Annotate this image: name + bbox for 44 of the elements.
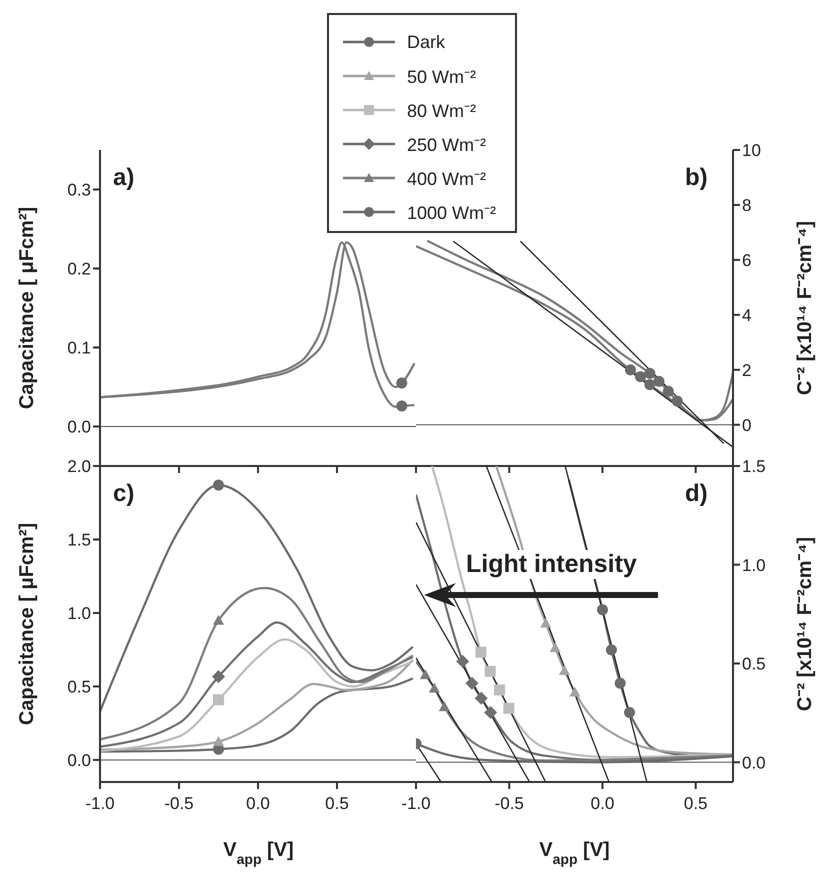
y-tick-label: 1.5 — [742, 457, 766, 476]
x-axis-title: V$_{app}$ [V] — [223, 839, 294, 867]
y-tick-label: 4 — [742, 306, 752, 325]
y-tick-label: 0.3 — [67, 180, 91, 200]
x-tick-label: -1.0 — [85, 794, 115, 814]
legend-label: Dark — [407, 32, 446, 52]
y-tick-label: 1.0 — [742, 556, 766, 575]
y-axis-title: Capacitance [ μFcm²] — [16, 206, 38, 410]
y-tick-label: 0.1 — [67, 338, 91, 358]
x-tick-label: 0.0 — [246, 794, 270, 814]
x-tick-label: -0.5 — [164, 794, 194, 814]
x-tick-label: -0.5 — [494, 794, 524, 814]
x-tick-label: 0.0 — [590, 794, 614, 814]
y-tick-label: 6 — [742, 250, 752, 270]
x-axis-title: V$_{app}$ [V] — [539, 839, 610, 867]
x-tick-label: 0.5 — [325, 794, 349, 814]
legend-label: 80 Wm⁻² — [407, 100, 476, 122]
text: d) — [685, 480, 708, 508]
legend-label: 400 Wm⁻² — [407, 168, 486, 190]
x-tick-label: -1.0 — [401, 794, 431, 814]
legend-label: 1000 Wm⁻² — [407, 202, 496, 224]
y-tick-label: 1.5 — [67, 530, 91, 550]
y-tick-label: 0.2 — [67, 260, 91, 279]
y-tick-label: 0.0 — [742, 753, 766, 772]
y-tick-label: 0.5 — [67, 678, 91, 696]
text: b) — [685, 164, 708, 192]
legend-label: 250 Wm⁻² — [407, 134, 486, 156]
y-tick-label: 2 — [742, 360, 752, 380]
text: c) — [113, 480, 134, 508]
y-axis-title: C⁻² [x10¹⁴ F⁻²cm⁻⁴] — [794, 220, 816, 396]
y-tick-label: 2.0 — [67, 457, 91, 476]
y-tick-label: 0.0 — [67, 418, 91, 437]
y-tick-label: 0.5 — [742, 654, 766, 674]
x-tick-label: 0.5 — [684, 794, 708, 814]
y-axis-title: Capacitance [ μFcm²] — [16, 522, 38, 726]
y-tick-label: 10 — [742, 141, 761, 160]
legend-label: 50 Wm⁻² — [407, 66, 476, 88]
annotation: Light intensity — [463, 550, 640, 579]
y-tick-label: 8 — [742, 196, 752, 215]
text: a) — [113, 164, 134, 192]
y-tick-label: 0 — [742, 416, 752, 435]
y-tick-label: 1.0 — [67, 604, 91, 624]
y-tick-label: 0.0 — [67, 750, 91, 770]
y-axis-title: C⁻² [x10¹⁴ F⁻²cm⁻⁴] — [794, 536, 816, 712]
